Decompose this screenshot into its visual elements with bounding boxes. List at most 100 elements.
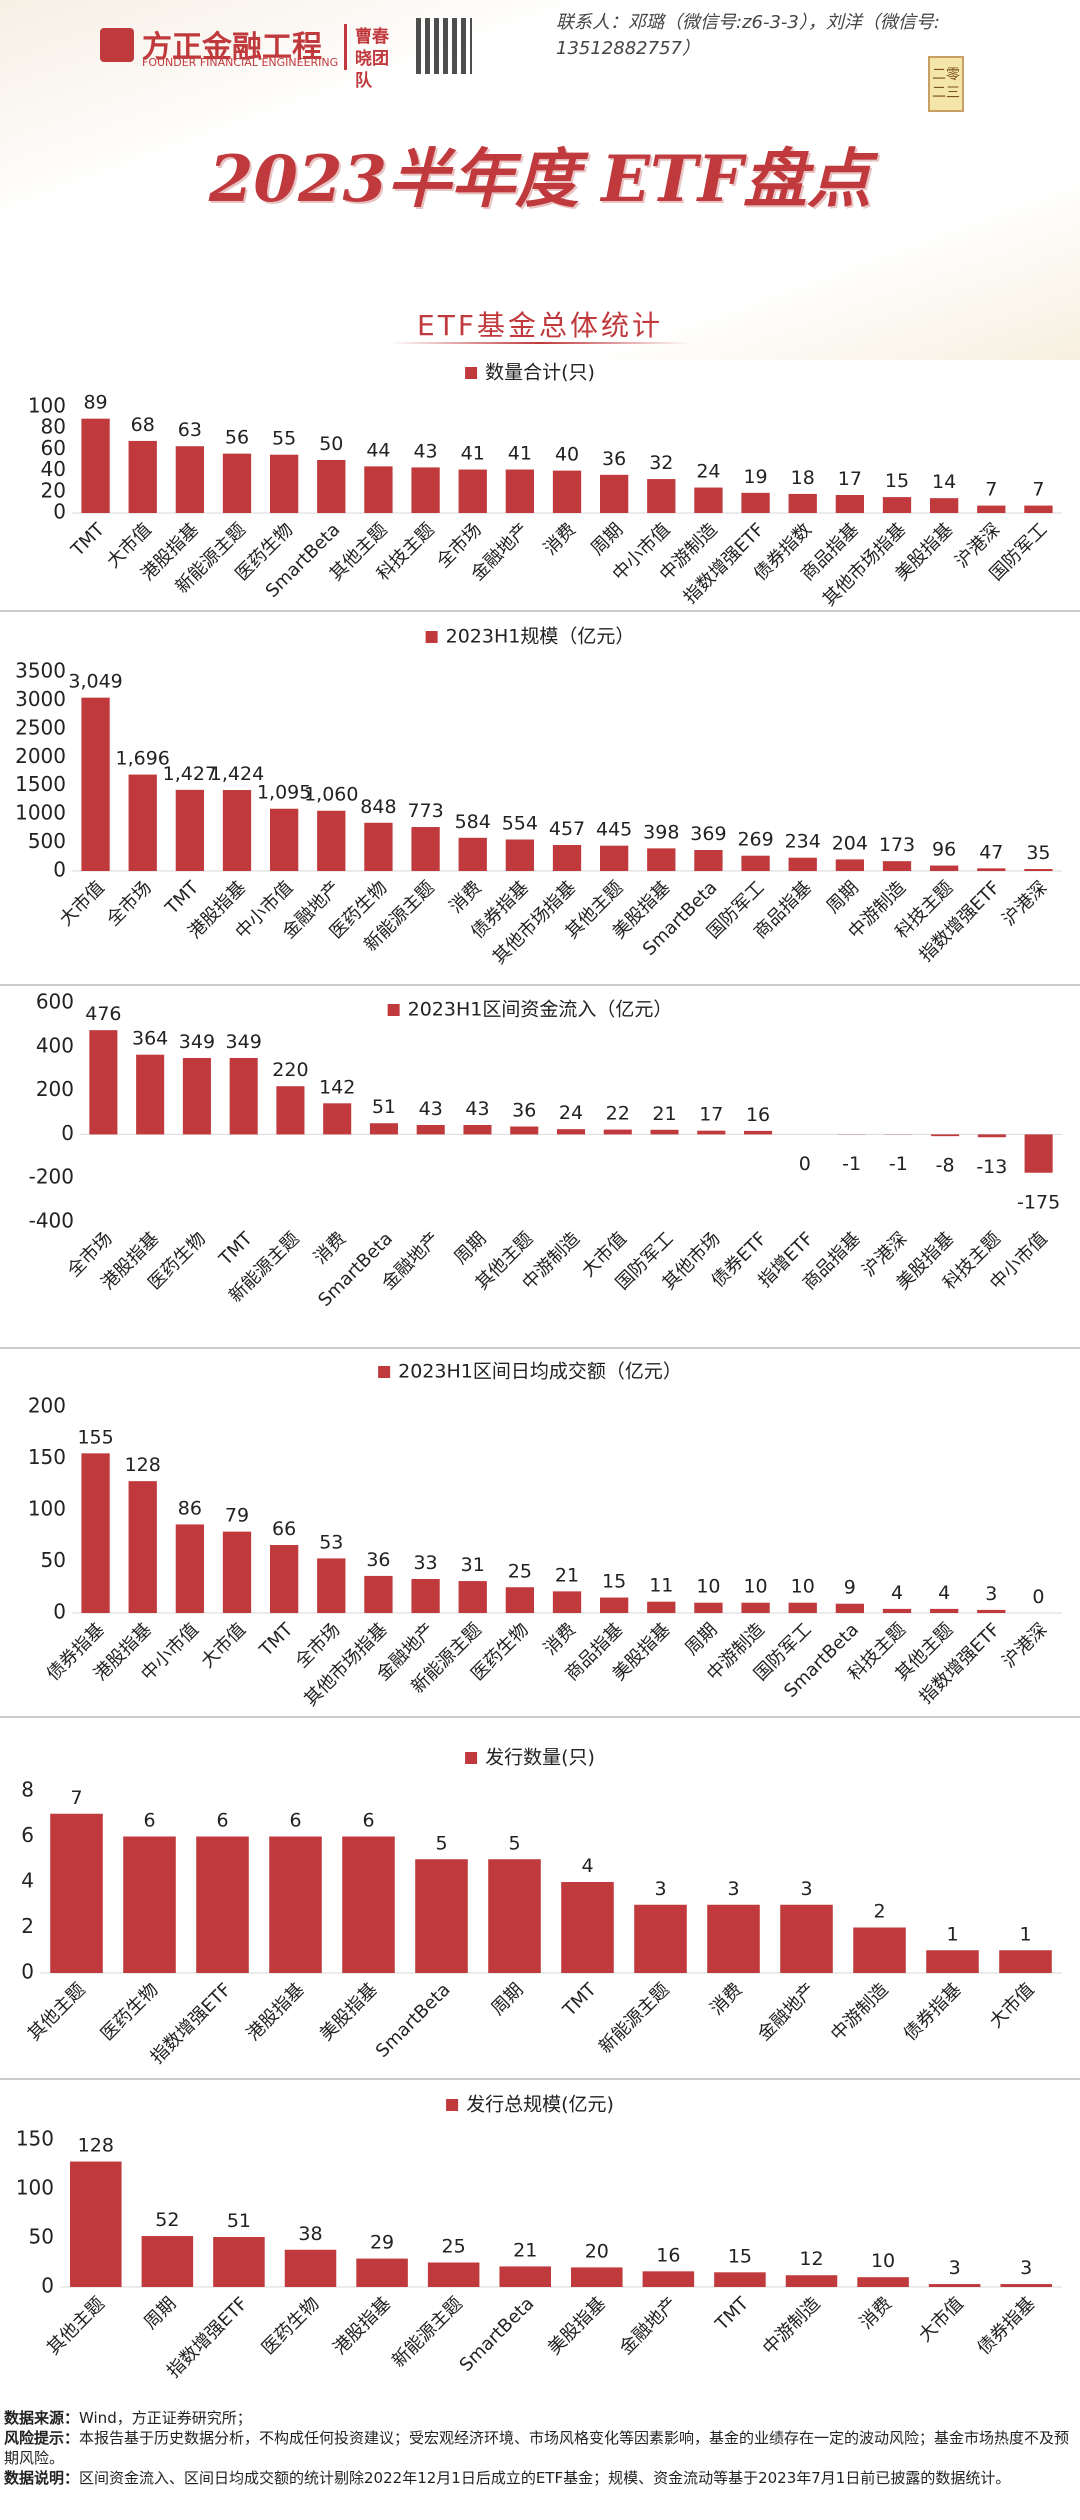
- value-label: 35: [1026, 842, 1050, 864]
- bar: [356, 2258, 408, 2287]
- bar: [977, 1609, 1006, 1613]
- bar: [81, 697, 110, 871]
- bar: [741, 1602, 770, 1613]
- value-label: 36: [512, 1100, 536, 1122]
- bar: [270, 808, 299, 871]
- value-label: 12: [799, 2248, 823, 2270]
- value-label: 3: [727, 1878, 739, 1900]
- y-tick-label: 200: [28, 1394, 66, 1418]
- x-tick-label: 沪港深: [998, 1619, 1051, 1672]
- bar: [1024, 505, 1053, 513]
- value-label: -8: [936, 1155, 955, 1177]
- value-label: 1,095: [257, 782, 311, 804]
- bar: [182, 1057, 211, 1135]
- value-label: 584: [455, 811, 491, 833]
- value-label: 56: [225, 427, 249, 449]
- bar: [141, 2236, 194, 2287]
- value-label: 24: [696, 461, 720, 483]
- footer: 数据来源：Wind，方正证券研究所； 风险提示：本报告基于历史数据分析，不构成任何…: [4, 2408, 1074, 2488]
- value-label: 20: [585, 2240, 609, 2262]
- y-tick-label: 600: [36, 990, 74, 1014]
- bar: [458, 469, 487, 513]
- value-label: 173: [879, 834, 915, 856]
- value-label: 51: [372, 1096, 396, 1118]
- value-label: 3: [985, 1583, 997, 1605]
- value-label: 554: [502, 813, 538, 835]
- value-label: 33: [413, 1552, 437, 1574]
- y-tick-label: 2: [21, 1914, 34, 1938]
- bar: [930, 1608, 959, 1613]
- value-label: 3: [654, 1878, 666, 1900]
- footer-text: 本报告基于历史数据分析，不构成任何投资建议；受宏观经济环境、市场风格变化等因素影…: [4, 2429, 1070, 2467]
- value-label: 63: [178, 419, 202, 441]
- bar: [499, 2266, 551, 2287]
- value-label: 1,696: [116, 748, 170, 770]
- bar: [552, 845, 582, 871]
- y-tick-label: 500: [28, 829, 66, 853]
- value-label: 10: [871, 2250, 895, 2272]
- legend-label: 2023H1规模（亿元）: [446, 626, 635, 648]
- x-tick-label: SmartBeta: [456, 2293, 539, 2376]
- value-label: 349: [179, 1031, 215, 1053]
- bar: [317, 810, 346, 871]
- bar: [835, 494, 864, 513]
- bar: [788, 1602, 817, 1613]
- value-label: 6: [362, 1810, 374, 1832]
- value-label: 349: [226, 1031, 262, 1053]
- bar: [930, 498, 959, 513]
- value-label: 47: [979, 841, 1003, 863]
- value-label: 142: [319, 1076, 355, 1098]
- legend-label: 2023H1区间日均成交额（亿元）: [398, 1361, 682, 1383]
- bar: [411, 827, 440, 871]
- legend-label: 数量合计(只): [485, 362, 595, 384]
- value-label: 18: [791, 467, 815, 489]
- legend-swatch: [465, 1752, 478, 1764]
- legend-swatch: [387, 1004, 400, 1016]
- y-tick-label: 0: [61, 1121, 74, 1145]
- x-tick-label: TMT: [161, 877, 204, 920]
- value-label: 22: [606, 1103, 630, 1125]
- value-label: 21: [652, 1103, 676, 1125]
- bar: [977, 505, 1006, 513]
- section-title: ETF基金总体统计: [417, 309, 663, 342]
- legend-label: 发行总规模(亿元): [466, 2094, 614, 2116]
- bar: [647, 479, 676, 513]
- bar: [70, 2161, 122, 2287]
- bar: [427, 2262, 480, 2287]
- y-tick-label: 50: [41, 1548, 66, 1572]
- x-tick-label: 全市场: [103, 877, 156, 930]
- value-label: 86: [178, 1497, 202, 1519]
- value-label: 848: [360, 796, 396, 818]
- x-tick-label: 消费: [310, 1228, 350, 1268]
- value-label: 43: [419, 1098, 443, 1120]
- bar: [882, 861, 912, 871]
- section-underline: [390, 342, 690, 344]
- x-tick-label: TMT: [67, 519, 110, 562]
- value-label: 3,049: [68, 671, 122, 693]
- footer-label: 数据来源：: [4, 2409, 80, 2427]
- value-label: 32: [649, 452, 673, 474]
- x-tick-label: 大市值: [56, 877, 109, 930]
- bar: [123, 1836, 176, 1973]
- value-label: 38: [298, 2223, 322, 2245]
- header: 方正金融工程 FOUNDER FINANCIAL ENGINEERING 曹春晓…: [0, 0, 1080, 360]
- value-label: 445: [596, 819, 632, 841]
- footer-text: Wind，方正证券研究所；: [79, 2409, 252, 2427]
- value-label: 369: [690, 823, 726, 845]
- value-label: 7: [70, 1787, 82, 1809]
- footer-label: 风险提示：: [4, 2429, 80, 2447]
- bar: [81, 1453, 110, 1613]
- legend-swatch: [425, 631, 438, 643]
- bar: [926, 1950, 979, 1973]
- bar: [458, 837, 487, 871]
- value-label: 1,424: [210, 763, 264, 785]
- y-tick-label: 60: [41, 436, 66, 460]
- value-label: 7: [1032, 479, 1044, 501]
- x-tick-label: TMT: [711, 2293, 754, 2336]
- y-tick-label: 0: [21, 1960, 34, 1984]
- x-tick-label: 周期: [140, 2293, 180, 2333]
- bar: [269, 1836, 322, 1973]
- bar: [650, 1129, 679, 1135]
- value-label: 41: [508, 443, 532, 465]
